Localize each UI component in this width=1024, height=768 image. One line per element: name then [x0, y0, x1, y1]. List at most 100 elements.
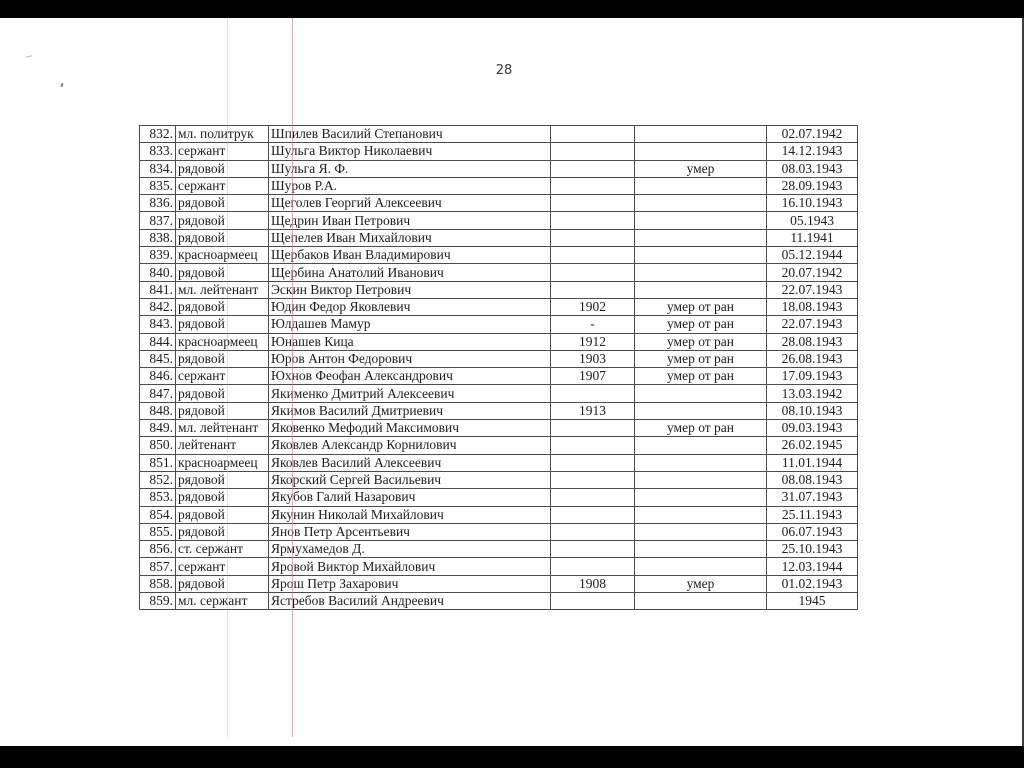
table-row: 851. красноармеец Яковлев Василий Алексе… — [139, 453, 858, 472]
row-number: 836. — [139, 194, 176, 213]
row-date: 08.10.1943 — [766, 401, 858, 421]
row-birth-year — [550, 540, 635, 559]
row-full-name: Юдин Федор Яковлевич — [268, 297, 551, 317]
row-full-name: Якубов Галий Назарович — [268, 488, 551, 507]
row-number: 854. — [139, 505, 176, 524]
row-status: умер от ран — [634, 419, 767, 438]
row-rank: сержант — [175, 176, 269, 196]
row-birth-year: 1912 — [550, 332, 635, 351]
row-rank: рядовой — [175, 488, 269, 507]
row-birth-year — [550, 142, 635, 161]
row-full-name: Ярош Петр Захарович — [268, 574, 551, 594]
row-rank: мл. политрук — [175, 124, 269, 144]
scan-speck — [60, 82, 64, 88]
row-date: 17.09.1943 — [766, 367, 858, 386]
row-status — [634, 142, 767, 161]
row-full-name: Юнашев Кица — [268, 332, 551, 351]
row-date: 05.1943 — [766, 211, 858, 230]
row-date: 09.03.1943 — [766, 419, 858, 438]
row-full-name: Шульга Виктор Николаевич — [268, 142, 551, 161]
row-status — [634, 211, 767, 230]
row-full-name: Яровой Виктор Михайлович — [268, 557, 551, 576]
table-row: 840. рядовой Щербина Анатолий Иванович 2… — [139, 263, 858, 282]
row-birth-year — [550, 159, 635, 178]
row-birth-year — [550, 211, 635, 230]
row-birth-year — [550, 453, 635, 472]
row-rank: сержант — [175, 367, 269, 386]
row-birth-year — [550, 124, 635, 144]
row-number: 838. — [139, 228, 176, 248]
row-birth-year — [550, 280, 635, 299]
row-number: 839. — [139, 246, 176, 265]
row-full-name: Ястребов Василий Андреевич — [268, 592, 551, 611]
row-full-name: Юров Антон Федорович — [268, 349, 551, 369]
row-full-name: Юхнов Феофан Александрович — [268, 367, 551, 386]
row-status: умер от ран — [634, 332, 767, 351]
table-row: 854. рядовой Якунин Николай Михайлович 2… — [139, 505, 858, 524]
row-number: 833. — [139, 142, 176, 161]
row-birth-year — [550, 194, 635, 213]
row-number: 857. — [139, 557, 176, 576]
row-rank: красноармеец — [175, 453, 269, 472]
table-row: 836. рядовой Щеголев Георгий Алексеевич … — [139, 194, 858, 213]
table-row: 857. сержант Яровой Виктор Михайлович 12… — [139, 557, 858, 576]
row-rank: ст. сержант — [175, 540, 269, 559]
row-status — [634, 436, 767, 455]
row-birth-year — [550, 263, 635, 282]
table-row: 832. мл. политрук Шпилев Василий Степано… — [139, 124, 858, 144]
row-date: 18.08.1943 — [766, 297, 858, 317]
row-birth-year — [550, 436, 635, 455]
row-number: 834. — [139, 159, 176, 178]
row-number: 850. — [139, 436, 176, 455]
row-date: 26.02.1945 — [766, 436, 858, 455]
row-number: 832. — [139, 124, 176, 144]
row-rank: сержант — [175, 142, 269, 161]
row-date: 11.01.1944 — [766, 453, 858, 472]
row-full-name: Якунин Николай Михайлович — [268, 505, 551, 524]
row-status — [634, 592, 767, 611]
row-rank: рядовой — [175, 401, 269, 421]
table-row: 837. рядовой Щедрин Иван Петрович 05.194… — [139, 211, 858, 230]
row-full-name: Яковлев Василий Алексеевич — [268, 453, 551, 472]
scan-speck — [24, 51, 33, 58]
table-row: 843. рядовой Юлдашев Мамур - умер от ран… — [139, 315, 858, 334]
row-birth-year: 1907 — [550, 367, 635, 386]
row-rank: рядовой — [175, 263, 269, 282]
table-row: 847. рядовой Якименко Дмитрий Алексеевич… — [139, 384, 858, 403]
scan-fold-line — [292, 18, 293, 737]
row-date: 05.12.1944 — [766, 246, 858, 265]
row-status — [634, 263, 767, 282]
row-full-name: Щедрин Иван Петрович — [268, 211, 551, 230]
row-full-name: Ярмухамедов Д. — [268, 540, 551, 559]
row-full-name: Яковлев Александр Корнилович — [268, 436, 551, 455]
row-status — [634, 522, 767, 542]
table-row: 858. рядовой Ярош Петр Захарович 1908 ум… — [139, 574, 858, 594]
row-number: 835. — [139, 176, 176, 196]
row-rank: мл. лейтенант — [175, 280, 269, 299]
row-status — [634, 540, 767, 559]
row-status — [634, 401, 767, 421]
row-number: 848. — [139, 401, 176, 421]
row-birth-year — [550, 419, 635, 438]
personnel-roster-table: 832. мл. политрук Шпилев Василий Степано… — [139, 124, 858, 611]
row-number: 845. — [139, 349, 176, 369]
row-number: 841. — [139, 280, 176, 299]
row-birth-year — [550, 522, 635, 542]
row-birth-year — [550, 592, 635, 611]
table-row: 853. рядовой Якубов Галий Назарович 31.0… — [139, 488, 858, 507]
row-rank: сержант — [175, 557, 269, 576]
row-full-name: Щербина Анатолий Иванович — [268, 263, 551, 282]
row-number: 837. — [139, 211, 176, 230]
row-full-name: Щербаков Иван Владимирович — [268, 246, 551, 265]
row-date: 31.07.1943 — [766, 488, 858, 507]
row-date: 11.1941 — [766, 228, 858, 248]
table-row: 850. лейтенант Яковлев Александр Корнило… — [139, 436, 858, 455]
row-status — [634, 505, 767, 524]
row-number: 844. — [139, 332, 176, 351]
row-full-name: Шпилев Василий Степанович — [268, 124, 551, 144]
row-full-name: Шуров Р.А. — [268, 176, 551, 196]
row-full-name: Янов Петр Арсентьевич — [268, 522, 551, 542]
table-row: 855. рядовой Янов Петр Арсентьевич 06.07… — [139, 522, 858, 542]
row-rank: мл. лейтенант — [175, 419, 269, 438]
row-rank: рядовой — [175, 315, 269, 334]
